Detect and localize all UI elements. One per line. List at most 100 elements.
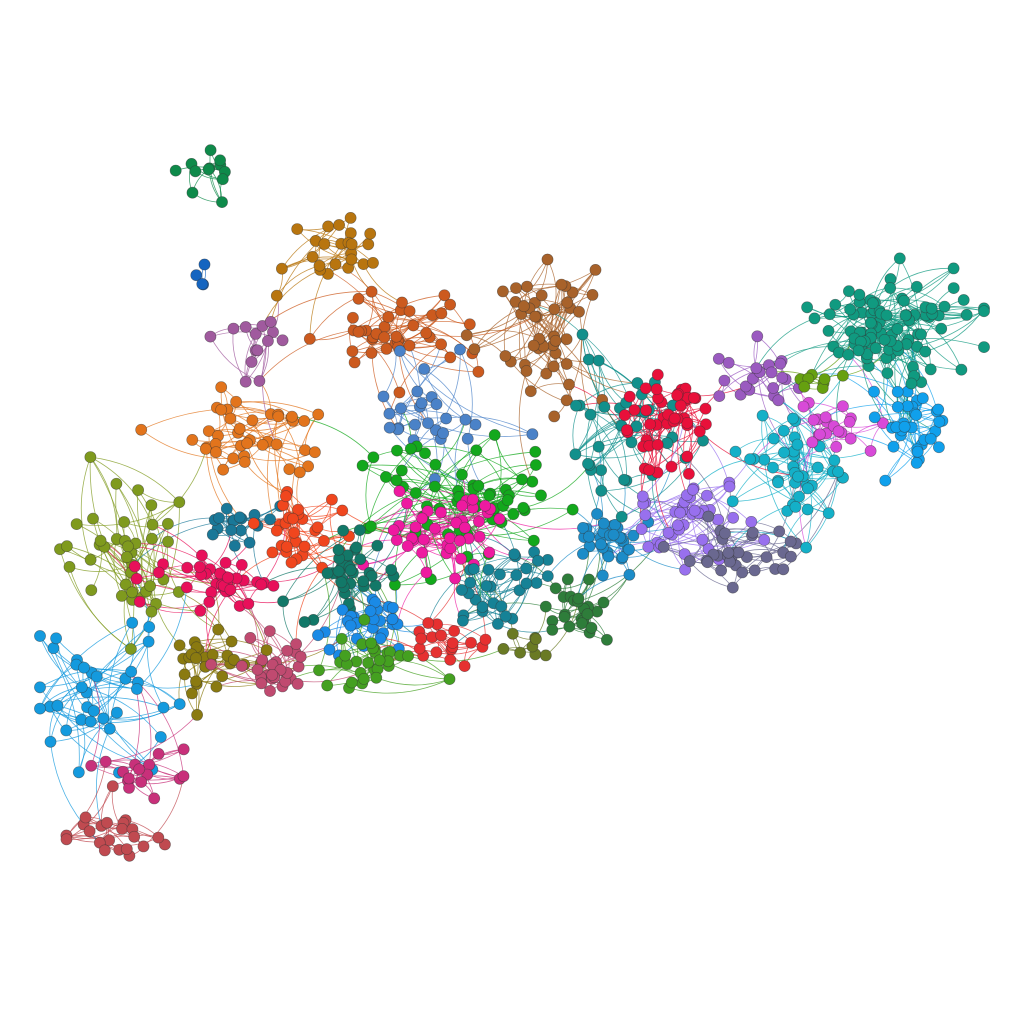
node-forest — [583, 574, 594, 585]
node-lime-green — [366, 638, 377, 649]
node-magenta — [444, 532, 455, 543]
node-red-orange — [267, 547, 278, 558]
node-bright-green — [396, 465, 407, 476]
node-sky-left — [45, 736, 56, 747]
node-dark-teal — [278, 596, 289, 607]
node-sea-green — [894, 253, 905, 264]
node-sky-left — [144, 621, 155, 632]
node-cyan — [812, 462, 823, 473]
node-steel-blue — [416, 398, 427, 409]
node-sky — [880, 475, 891, 486]
node-lime-green — [403, 650, 414, 661]
node-crimson-pink — [220, 557, 231, 568]
node-rust — [383, 311, 394, 322]
node-rust — [464, 319, 475, 330]
node-brown — [521, 365, 532, 376]
node-magenta — [421, 567, 432, 578]
node-raspberry — [178, 744, 189, 755]
node-olive-dark — [211, 681, 222, 692]
node-ochre — [271, 290, 282, 301]
node-purple — [773, 395, 784, 406]
node-orange — [299, 415, 310, 426]
node-green-top — [187, 187, 198, 198]
node-orange — [218, 464, 229, 475]
node-rust — [473, 366, 484, 377]
node-orange — [216, 404, 227, 415]
node-purple — [766, 367, 777, 378]
node-mid-blue — [324, 644, 335, 655]
node-teal-blue — [213, 512, 224, 523]
node-olive-left — [86, 585, 97, 596]
node-green-top — [190, 166, 201, 177]
node-sea-green — [865, 317, 876, 328]
node-ochre — [319, 238, 330, 249]
node-orchid — [814, 429, 825, 440]
node-green-top — [216, 197, 227, 208]
node-red — [480, 634, 491, 645]
node-ochre — [346, 239, 357, 250]
node-magenta — [473, 516, 484, 527]
node-rust — [436, 339, 447, 350]
node-sea-green — [882, 368, 893, 379]
node-sea-green — [843, 349, 854, 360]
node-violet — [697, 534, 708, 545]
node-magenta — [467, 494, 478, 505]
node-cerulean — [597, 570, 608, 581]
node-orange — [210, 447, 221, 458]
node-brick — [138, 841, 149, 852]
node-violet — [724, 481, 735, 492]
node-orange — [231, 396, 242, 407]
node-sky — [892, 386, 903, 397]
node-red-orange — [248, 518, 259, 529]
node-lime-green — [363, 657, 374, 668]
node-dusty-rose — [256, 678, 267, 689]
node-dusty-rose — [245, 632, 256, 643]
node-steel-blue — [460, 414, 471, 425]
node-cyan — [759, 454, 770, 465]
node-brown — [556, 279, 567, 290]
node-bright-green — [368, 452, 379, 463]
node-red-orange — [281, 541, 292, 552]
node-brown — [573, 306, 584, 317]
node-crimson-pink — [206, 587, 217, 598]
node-brick — [153, 832, 164, 843]
node-red-orange — [299, 541, 310, 552]
node-purple — [768, 382, 779, 393]
node-orange — [242, 438, 253, 449]
node-bright-green — [484, 490, 495, 501]
edge — [237, 578, 259, 669]
node-cherry — [682, 451, 693, 462]
node-sky-left — [52, 700, 63, 711]
node-mauve — [254, 375, 265, 386]
node-red-orange — [326, 494, 337, 505]
node-teal-mid — [593, 355, 604, 366]
node-red — [449, 625, 460, 636]
node-lime-green — [358, 673, 369, 684]
node-rust — [394, 387, 405, 398]
node-crimson-pink — [268, 580, 279, 591]
node-cherry — [672, 390, 683, 401]
node-lime-small — [819, 374, 830, 385]
node-rust — [391, 331, 402, 342]
node-crimson-pink — [225, 584, 236, 595]
node-brick — [107, 781, 118, 792]
node-red-orange — [280, 491, 291, 502]
node-red-orange — [286, 557, 297, 568]
node-rust — [421, 328, 432, 339]
node-petrol — [457, 615, 468, 626]
node-bright-green — [516, 474, 527, 485]
node-olive-green — [540, 650, 551, 661]
node-cherry — [666, 461, 677, 472]
node-orange — [234, 423, 245, 434]
node-sea-green — [920, 346, 931, 357]
node-crimson-pink — [153, 567, 164, 578]
node-mid-blue — [312, 630, 323, 641]
node-red-orange — [318, 535, 329, 546]
node-teal-blue — [265, 514, 276, 525]
node-sea-green — [948, 283, 959, 294]
node-red — [436, 630, 447, 641]
node-sky-left — [126, 666, 137, 677]
node-magenta — [445, 543, 456, 554]
node-magenta — [454, 535, 465, 546]
node-red-orange — [289, 527, 300, 538]
